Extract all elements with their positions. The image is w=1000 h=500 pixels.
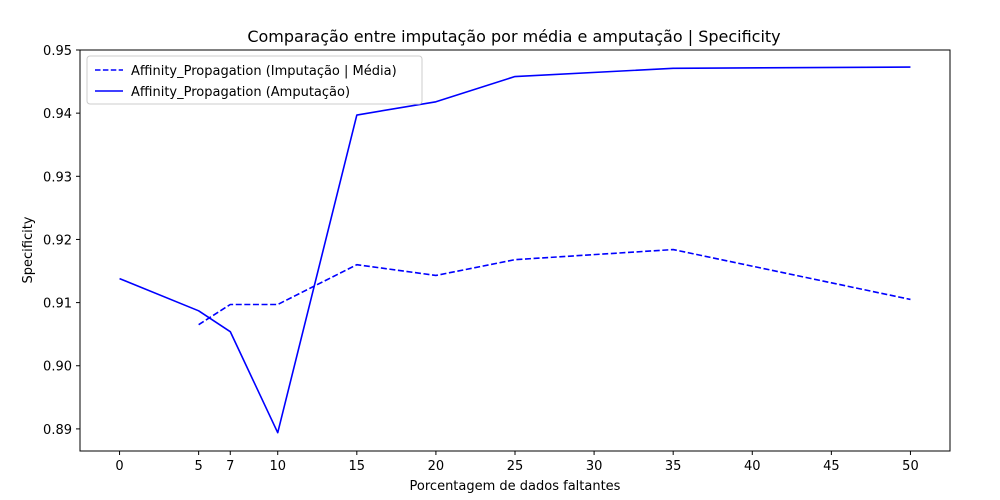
x-tick-label: 5: [194, 459, 202, 474]
chart-title: Comparação entre imputação por média e a…: [247, 27, 780, 46]
y-axis: 0.89 0.90 0.91 0.92 0.93 0.94 0.95: [43, 44, 80, 438]
x-axis: 0 5 7 10 15 20 25 30 35 40 45 50: [115, 451, 919, 474]
y-tick-label: 0.90: [43, 360, 72, 375]
y-tick-label: 0.89: [43, 423, 72, 438]
y-tick-label: 0.93: [43, 170, 72, 185]
x-tick-label: 20: [428, 459, 445, 474]
x-tick-label: 45: [823, 459, 840, 474]
legend-box: [86, 55, 423, 105]
y-tick-label: 0.91: [43, 297, 72, 312]
x-tick-label: 30: [586, 459, 603, 474]
legend-label-amputacao: Affinity_Propagation (Amputação): [131, 85, 350, 100]
legend: Affinity_Propagation (Imputação | Média)…: [86, 55, 423, 105]
x-tick-label: 50: [902, 459, 919, 474]
x-tick-label: 0: [115, 459, 123, 474]
x-tick-label: 15: [349, 459, 366, 474]
y-tick-label: 0.94: [43, 107, 72, 122]
series-line-amputacao: [119, 66, 911, 434]
x-tick-label: 10: [269, 459, 286, 474]
legend-label-imputacao: Affinity_Propagation (Imputação | Média): [131, 64, 397, 79]
plot-lines: [119, 66, 911, 434]
y-tick-label: 0.95: [43, 44, 72, 59]
x-axis-label: Porcentagem de dados faltantes: [410, 479, 621, 494]
y-tick-label: 0.92: [43, 233, 72, 248]
series-line-imputacao-media: [198, 248, 911, 326]
y-axis-label: Specificity: [21, 216, 36, 283]
x-tick-label: 7: [226, 459, 234, 474]
x-tick-label: 35: [665, 459, 682, 474]
x-tick-label: 25: [507, 459, 524, 474]
x-tick-label: 40: [744, 459, 761, 474]
